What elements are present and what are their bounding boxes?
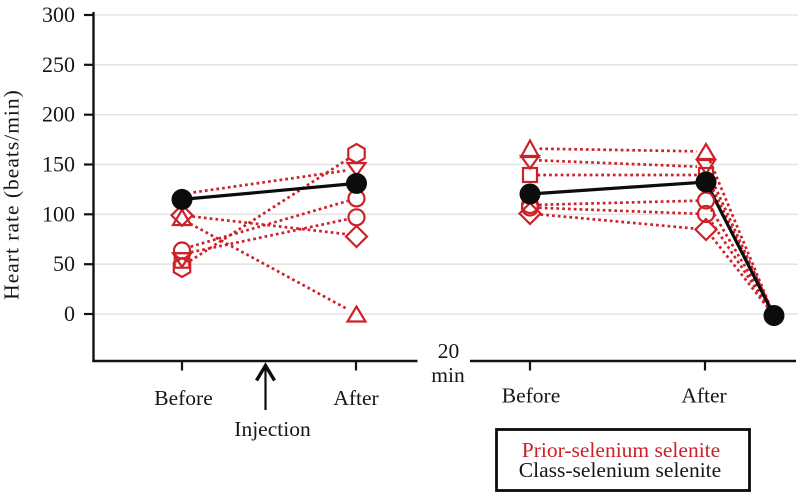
svg-text:Class-selenium selenite: Class-selenium selenite: [519, 458, 721, 482]
svg-text:20: 20: [438, 339, 460, 363]
svg-text:After: After: [333, 386, 378, 410]
svg-text:Prior-selenium selenite: Prior-selenium selenite: [522, 438, 720, 462]
svg-text:200: 200: [42, 102, 75, 127]
svg-text:100: 100: [42, 201, 75, 226]
svg-text:Before: Before: [502, 384, 561, 408]
svg-text:150: 150: [42, 152, 75, 177]
svg-text:0: 0: [64, 301, 75, 326]
svg-text:Injection: Injection: [234, 417, 311, 441]
svg-text:Heart rate (beats/min): Heart rate (beats/min): [0, 89, 24, 300]
svg-text:250: 250: [42, 52, 75, 77]
svg-text:min: min: [431, 363, 465, 387]
svg-text:After: After: [681, 384, 726, 408]
svg-text:Before: Before: [154, 386, 213, 410]
svg-text:300: 300: [42, 2, 75, 27]
svg-text:50: 50: [53, 251, 75, 276]
